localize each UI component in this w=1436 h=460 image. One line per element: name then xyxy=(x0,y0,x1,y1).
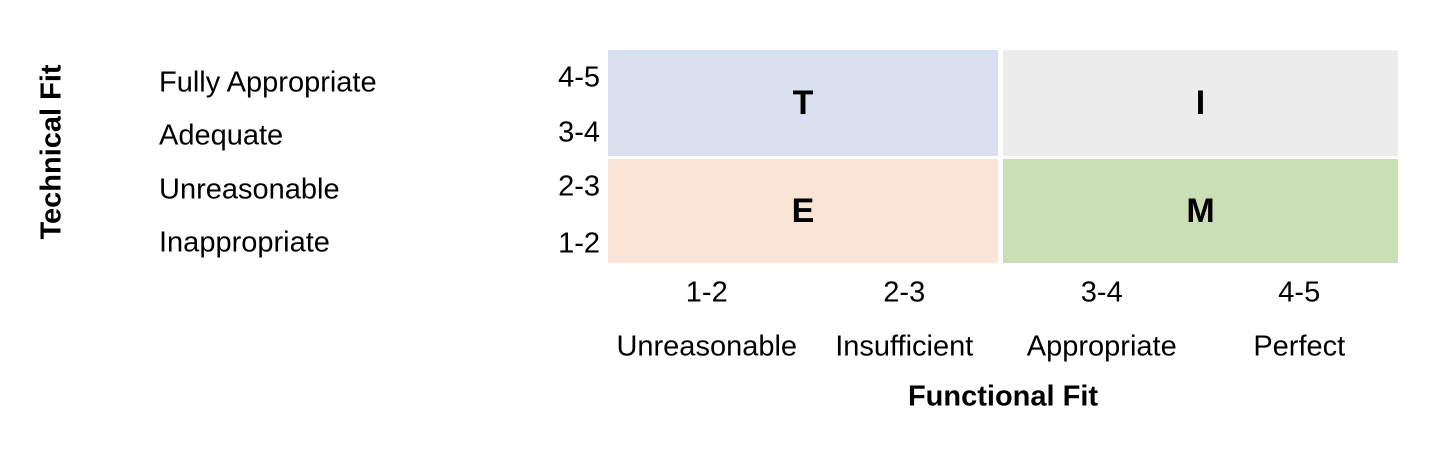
y-axis-title: Technical Fit xyxy=(35,64,68,240)
x-axis-category-label-perfect: Perfect xyxy=(1253,330,1346,363)
x-axis-ticks: 1-2 2-3 3-4 4-5 xyxy=(608,277,1398,310)
quadrant-i: I xyxy=(1003,50,1398,156)
x-axis-category-label-unreasonable: Unreasonable xyxy=(616,330,798,363)
x-axis-tick-1-2: 1-2 xyxy=(685,276,728,309)
quadrant-t: T xyxy=(608,50,998,156)
quadrant-matrix: T I E M xyxy=(608,50,1398,263)
quadrant-t-letter: T xyxy=(792,84,814,122)
x-axis-category-label-insufficient: Insufficient xyxy=(835,330,974,363)
x-axis-category-labels: Unreasonable Insufficient Appropriate Pe… xyxy=(608,331,1398,364)
quadrant-m-letter: M xyxy=(1186,192,1215,230)
quadrant-m: M xyxy=(1003,159,1398,263)
y-axis-category-label-unreasonable: Unreasonable xyxy=(159,173,340,206)
y-axis-tick-3-4: 3-4 xyxy=(558,116,600,149)
quadrant-i-letter: I xyxy=(1195,84,1206,122)
y-axis-category-label-adequate: Adequate xyxy=(159,119,284,152)
x-axis-tick-2-3: 2-3 xyxy=(883,276,926,309)
y-axis-tick-2-3: 2-3 xyxy=(558,170,600,203)
x-axis-tick-4-5: 4-5 xyxy=(1278,276,1321,309)
x-axis-tick-3-4: 3-4 xyxy=(1080,276,1123,309)
x-axis-title: Functional Fit xyxy=(907,380,1099,413)
y-axis-category-label-fully-appropriate: Fully Appropriate xyxy=(159,66,377,99)
y-axis-tick-1-2: 1-2 xyxy=(558,227,600,260)
y-axis-category-label-inappropriate: Inappropriate xyxy=(159,226,330,259)
y-axis-tick-4-5: 4-5 xyxy=(558,61,600,94)
x-axis-category-label-appropriate: Appropriate xyxy=(1026,330,1177,363)
quadrant-e: E xyxy=(608,159,998,263)
quadrant-e-letter: E xyxy=(791,192,815,230)
